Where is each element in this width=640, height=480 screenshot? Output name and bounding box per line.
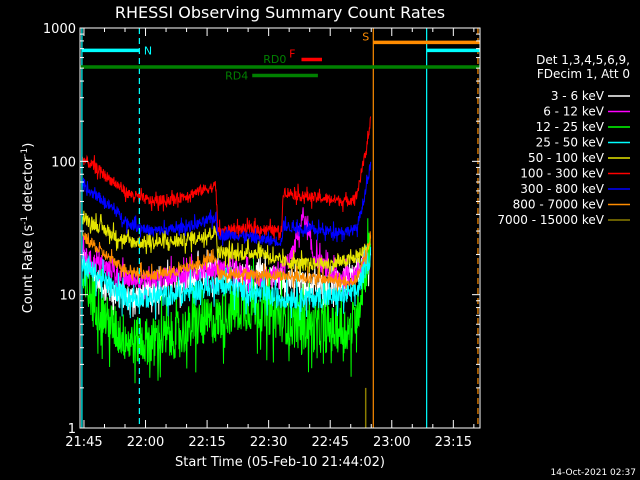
y-tick-label-2: 100 (51, 155, 76, 170)
legend-header-line-2: FDecim 1, Att 0 (537, 67, 630, 81)
flag-label-3: F (289, 48, 295, 61)
footer-date: 14-Oct-2021 02:37 (551, 468, 636, 478)
y-tick-label-3: 1000 (43, 22, 76, 37)
series-line-4 (81, 210, 372, 279)
legend-label-1: 6 - 12 keV (543, 105, 605, 119)
y-axis-label: Count Rate (s-1 detector-1) (20, 143, 36, 314)
series-line-7 (81, 231, 372, 292)
legend-label-3: 25 - 50 keV (536, 136, 605, 150)
chart-title: RHESSI Observing Summary Count Rates (115, 3, 445, 22)
legend-label-5: 100 - 300 keV (520, 167, 604, 181)
y-tick-label-1: 10 (59, 289, 76, 304)
flag-label-2: S (362, 30, 369, 43)
vertical-markers (81, 28, 479, 428)
flag-label-0: N (144, 44, 152, 57)
flag-label-5: RD4 (225, 70, 248, 83)
series-line-2 (81, 218, 372, 384)
y-axis-label-sup1: -1 (20, 216, 30, 225)
legend-header-line-1: Det 1,3,4,5,6,9, (536, 53, 630, 67)
legend-label-2: 12 - 25 keV (536, 120, 605, 134)
y-tick-label-0: 1 (68, 422, 76, 437)
legend-label-0: 3 - 6 keV (551, 89, 605, 103)
y-axis-label-main: Count Rate (s (21, 225, 36, 314)
x-tick-label-6: 23:15 (435, 435, 472, 450)
legend-label-8: 7000 - 15000 keV (497, 213, 604, 227)
flag-label-4: RD0 (263, 53, 286, 66)
x-tick-label-2: 22:15 (188, 435, 225, 450)
y-axis-label-end: ) (21, 143, 36, 148)
x-tick-label-0: 21:45 (65, 435, 102, 450)
y-axis-label-sup2: -1 (20, 148, 30, 157)
x-tick-label-3: 22:30 (250, 435, 287, 450)
legend-label-4: 50 - 100 keV (528, 151, 605, 165)
series-line-3 (81, 245, 372, 321)
x-axis-label: Start Time (05-Feb-10 21:44:02) (175, 455, 385, 470)
axes: 21:45 22:00 22:15 22:30 22:45 23:00 23:15 1 10 10… (43, 22, 480, 450)
series-layer (81, 116, 372, 428)
series-line-6 (81, 161, 372, 247)
legend-label-6: 300 - 800 keV (520, 182, 604, 196)
y-axis-label-mid: detector (21, 156, 36, 216)
legend-label-7: 800 - 7000 keV (513, 198, 605, 212)
x-tick-label-1: 22:00 (127, 435, 164, 450)
x-tick-label-5: 23:00 (373, 435, 410, 450)
plot-frame (79, 27, 481, 429)
legend: Det 1,3,4,5,6,9, FDecim 1, Att 0 3 - 6 k… (497, 53, 630, 227)
x-tick-label-4: 22:45 (311, 435, 348, 450)
